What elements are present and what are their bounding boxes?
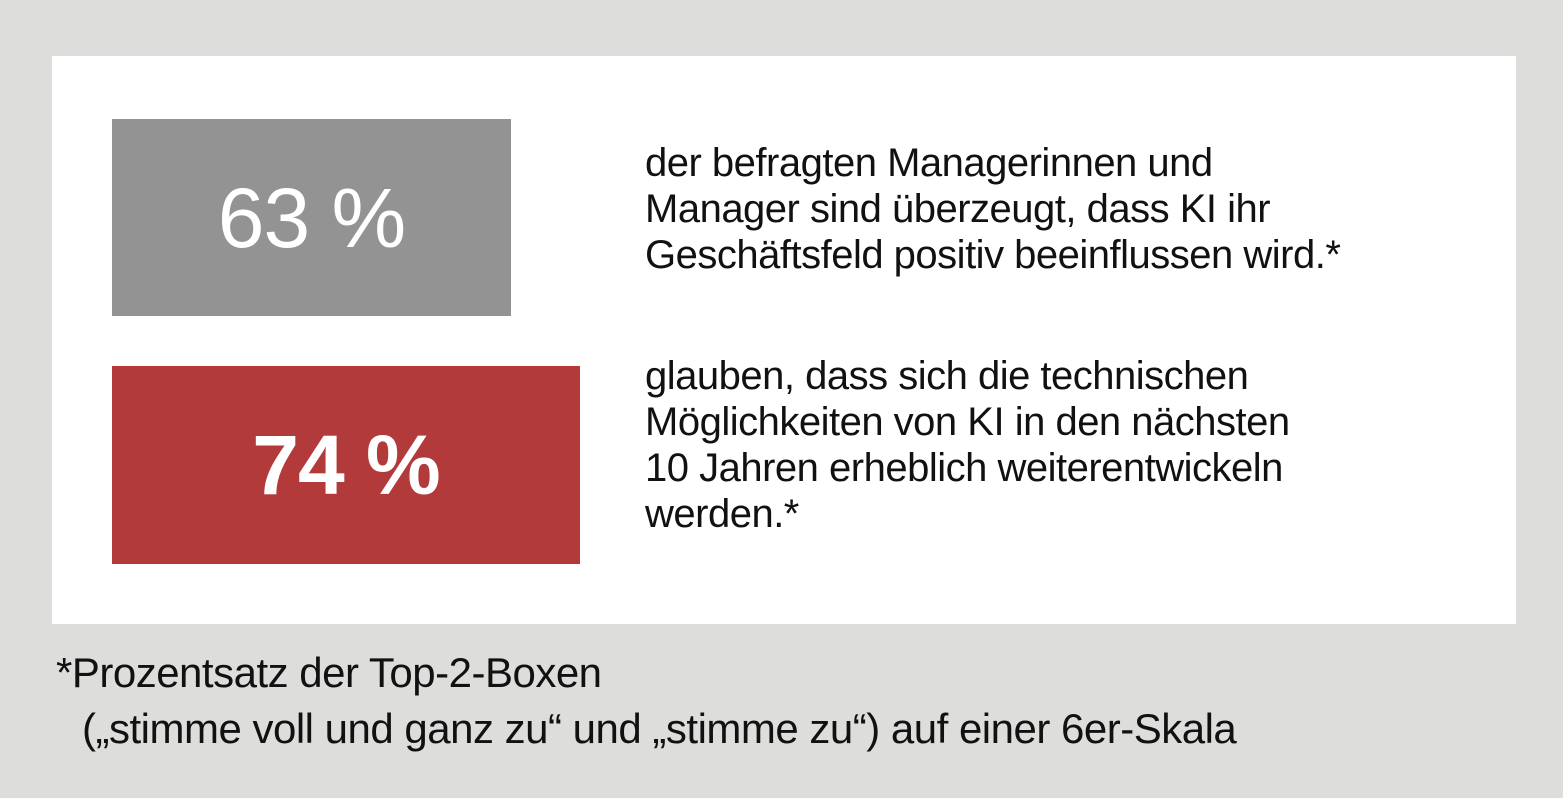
stat-description-63: der befragten Managerinnen und Manager s… xyxy=(645,140,1485,278)
description-line: 10 Jahren erheblich weiterentwickeln xyxy=(645,446,1283,490)
description-line: Möglichkeiten von KI in den nächsten xyxy=(645,400,1290,444)
description-line: Geschäftsfeld positiv beeinflussen wird.… xyxy=(645,233,1341,277)
stat-card: 63 % der befragten Managerinnen und Mana… xyxy=(52,56,1516,624)
footnote: *Prozentsatz der Top-2-Boxen („stimme vo… xyxy=(56,645,1237,757)
stat-bar-63: 63 % xyxy=(112,119,511,316)
stat-description-74: glauben, dass sich die technischen Mögli… xyxy=(645,353,1485,537)
description-line: werden.* xyxy=(645,492,799,536)
stat-bar-74: 74 % xyxy=(112,366,580,564)
description-line: der befragten Managerinnen und xyxy=(645,141,1213,185)
description-line: Manager sind überzeugt, dass KI ihr xyxy=(645,187,1271,231)
description-line: glauben, dass sich die technischen xyxy=(645,354,1249,398)
stat-value-74: 74 % xyxy=(252,418,440,512)
footnote-line: *Prozentsatz der Top-2-Boxen xyxy=(56,649,602,696)
stat-value-63: 63 % xyxy=(217,170,406,265)
footnote-line: („stimme voll und ganz zu“ und „stimme z… xyxy=(82,705,1237,752)
